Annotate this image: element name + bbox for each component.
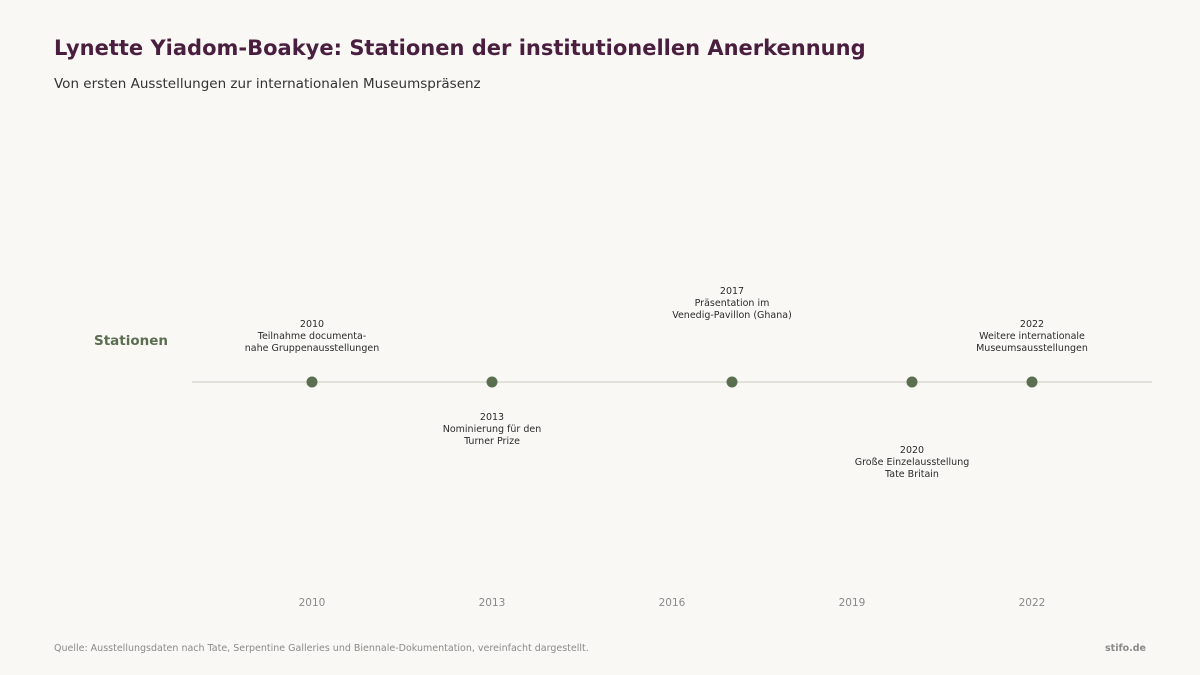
event-annotation: Weitere internationale xyxy=(979,331,1085,342)
x-tick-label: 2016 xyxy=(659,597,686,609)
x-tick-label: 2010 xyxy=(299,597,326,609)
chart-subtitle: Von ersten Ausstellungen zur internation… xyxy=(54,76,481,92)
x-tick-label: 2013 xyxy=(479,597,506,609)
event-annotation: nahe Gruppenausstellungen xyxy=(245,343,379,354)
event-annotation: Teilnahme documenta- xyxy=(257,331,366,342)
event-point xyxy=(486,376,498,388)
x-tick-label: 2019 xyxy=(839,597,866,609)
brand-label: stifo.de xyxy=(1105,643,1146,654)
event-point xyxy=(726,376,738,388)
event-annotation: 2017 xyxy=(720,286,744,297)
event-annotation: 2010 xyxy=(300,319,324,330)
event-annotation: Venedig-Pavillon (Ghana) xyxy=(672,310,792,321)
event-point xyxy=(306,376,318,388)
event-annotation: Nominierung für den xyxy=(443,424,542,435)
event-annotation: Turner Prize xyxy=(463,436,520,447)
event-annotation: Präsentation im xyxy=(695,298,770,309)
x-tick-label: 2022 xyxy=(1019,597,1046,609)
source-note: Quelle: Ausstellungsdaten nach Tate, Ser… xyxy=(54,643,589,654)
event-annotation: 2020 xyxy=(900,445,924,456)
row-label: Stationen xyxy=(94,333,168,349)
event-annotation: 2022 xyxy=(1020,319,1044,330)
chart-title: Lynette Yiadom-Boakye: Stationen der ins… xyxy=(54,36,866,60)
event-point xyxy=(906,376,918,388)
event-annotation: Tate Britain xyxy=(884,469,939,480)
event-annotation: 2013 xyxy=(480,412,504,423)
event-point xyxy=(1026,376,1038,388)
event-annotation: Große Einzelausstellung xyxy=(855,457,970,468)
event-annotation: Museumsausstellungen xyxy=(976,343,1088,354)
